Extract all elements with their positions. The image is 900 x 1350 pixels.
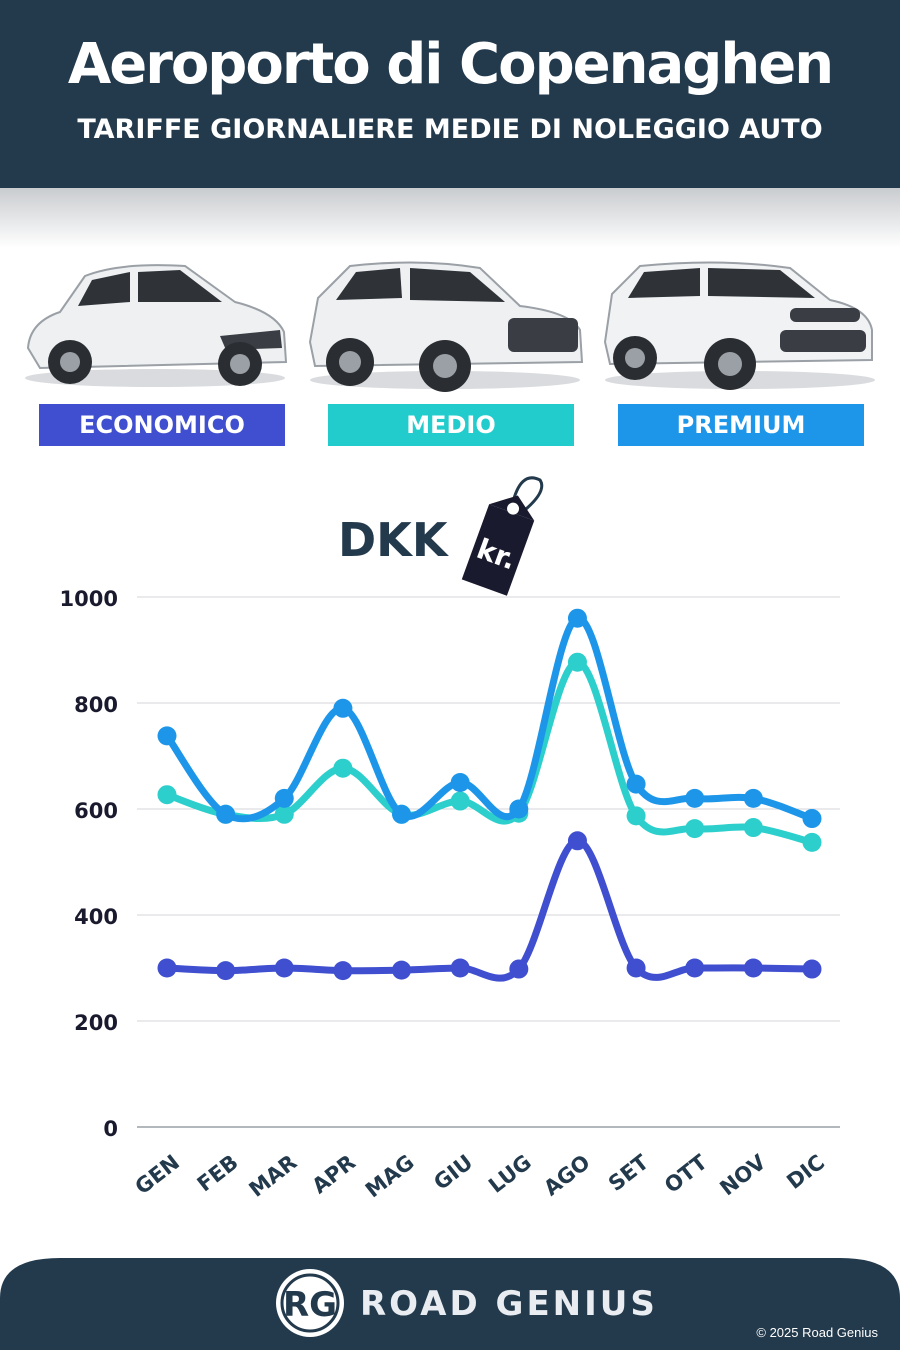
data-point: [567, 831, 587, 851]
car-illustrations: [25, 261, 875, 392]
series-medio: [157, 652, 822, 852]
y-tick-label: 600: [74, 799, 118, 823]
data-point: [216, 961, 236, 981]
data-point: [626, 774, 646, 794]
logo-text: RG: [283, 1285, 337, 1325]
data-point: [509, 959, 529, 979]
data-point: [685, 819, 705, 839]
data-point: [685, 958, 705, 978]
chart-series: [157, 608, 822, 982]
logo-badge-icon: [276, 1269, 344, 1337]
data-point: [450, 958, 470, 978]
page-title: Aeroporto di Copenaghen: [67, 32, 834, 97]
brand-name: ROAD GENIUS: [360, 1284, 658, 1324]
y-tick-label: 1000: [60, 587, 118, 611]
data-point: [216, 804, 236, 824]
page-subtitle: TARIFFE GIORNALIERE MEDIE DI NOLEGGIO AU…: [77, 114, 823, 145]
x-tick-label: FEB: [193, 1150, 243, 1196]
currency-label: DKK: [338, 513, 450, 567]
data-point: [802, 959, 822, 979]
data-point: [685, 788, 705, 808]
series-line: [163, 837, 816, 982]
x-tick-label: AGO: [539, 1150, 594, 1201]
x-tick-label: DIC: [782, 1150, 829, 1194]
category-economico: ECONOMICO: [39, 404, 285, 446]
x-tick-label: GEN: [131, 1150, 185, 1199]
data-point: [274, 804, 294, 824]
y-tick-label: 400: [74, 905, 118, 929]
x-tick-label: NOV: [715, 1150, 771, 1201]
data-point: [626, 958, 646, 978]
x-tick-label: SET: [604, 1150, 654, 1196]
data-point: [274, 958, 294, 978]
x-tick-label: LUG: [484, 1150, 536, 1198]
copyright: © 2025 Road Genius: [756, 1325, 878, 1340]
data-point: [509, 799, 529, 819]
data-point: [567, 608, 587, 628]
x-tick-label: MAG: [361, 1150, 419, 1202]
series-economico: [157, 831, 822, 982]
x-tick-label: OTT: [660, 1150, 712, 1198]
y-axis-labels: 0 200 400 600 800 1000: [60, 587, 118, 1141]
premium-car-icon: [603, 261, 875, 390]
footer: RG: [0, 1258, 900, 1350]
data-point: [333, 698, 353, 718]
data-point: [274, 788, 294, 808]
chart-grid: [137, 596, 840, 1128]
data-point: [567, 652, 587, 672]
header: Aeroporto di Copenaghen TARIFFE GIORNALI…: [0, 0, 900, 188]
category-medio: MEDIO: [328, 404, 574, 446]
data-point: [157, 958, 177, 978]
y-tick-label: 800: [74, 693, 118, 717]
line-chart: DKK kr. 0 200 400 600 800 1000 GEN FEB MAR APR MA…: [60, 476, 840, 1203]
data-point: [743, 818, 763, 838]
data-point: [743, 958, 763, 978]
x-tick-label: GIU: [429, 1150, 477, 1195]
series-line: [163, 614, 816, 823]
data-point: [802, 809, 822, 829]
data-point: [626, 806, 646, 826]
economy-car-icon: [25, 264, 288, 387]
medium-car-icon: [308, 261, 584, 392]
data-point: [333, 758, 353, 778]
data-point: [450, 791, 470, 811]
data-point: [333, 961, 353, 981]
header-shadow: [0, 188, 900, 248]
x-tick-label: APR: [308, 1150, 360, 1198]
data-point: [802, 832, 822, 852]
x-axis-labels: GEN FEB MAR APR MAG GIU LUG AGO SET OTT NOV DIC: [131, 1150, 830, 1203]
data-point: [157, 785, 177, 805]
price-tag-icon: kr.: [461, 476, 544, 596]
data-point: [392, 960, 412, 980]
data-point: [450, 773, 470, 792]
x-tick-label: MAR: [245, 1150, 302, 1202]
data-point: [743, 788, 763, 808]
data-point: [392, 804, 412, 824]
series-premium: [157, 608, 822, 829]
category-premium: PREMIUM: [618, 404, 864, 446]
y-tick-label: 200: [74, 1011, 118, 1035]
y-tick-label: 0: [103, 1117, 118, 1141]
data-point: [157, 726, 177, 746]
